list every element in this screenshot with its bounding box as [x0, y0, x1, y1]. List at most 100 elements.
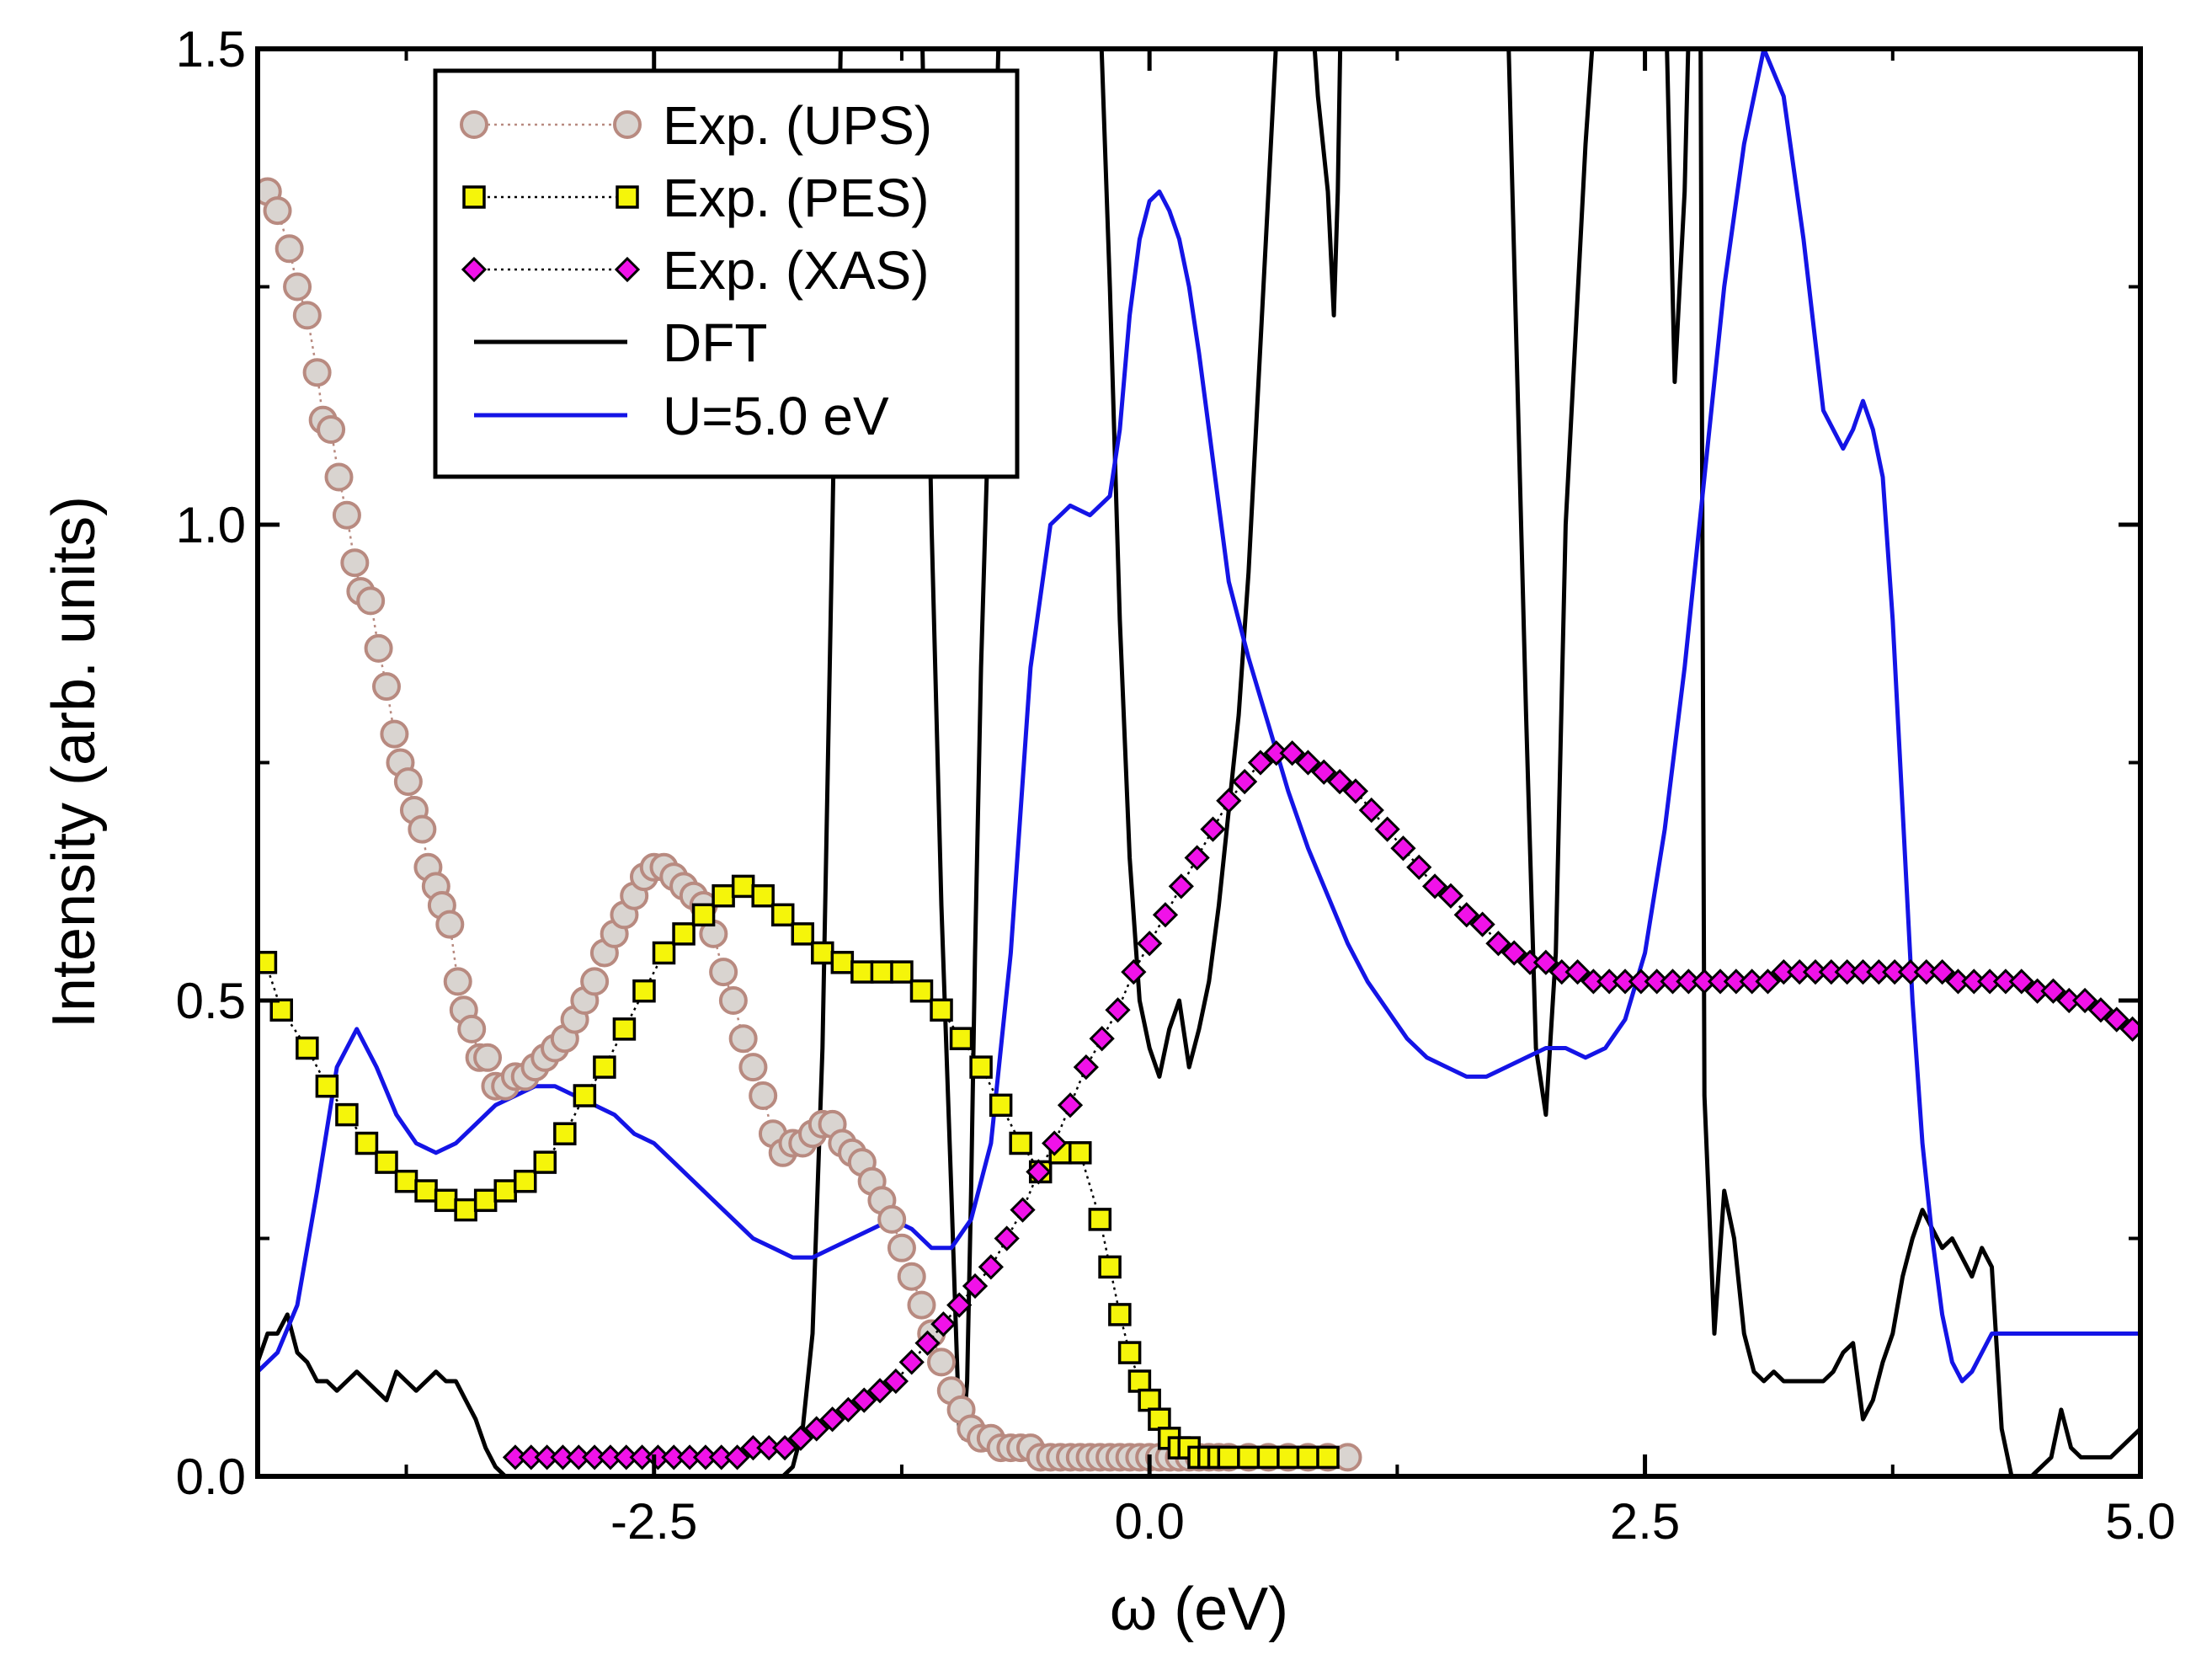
data-point: [949, 1027, 973, 1050]
legend-label: U=5.0 eV: [663, 386, 889, 446]
series-exp-xas: [502, 740, 2140, 1470]
data-point: [2040, 978, 2066, 1004]
legend-entry: U=5.0 eV: [474, 386, 889, 446]
data-point: [380, 719, 409, 749]
data-point: [866, 1378, 893, 1404]
data-point: [1232, 768, 1258, 795]
data-point: [1152, 902, 1179, 928]
data-point: [1755, 969, 1781, 995]
legend-marker: [616, 185, 639, 209]
data-point: [302, 358, 332, 387]
data-point: [1098, 1255, 1122, 1279]
data-point: [356, 586, 386, 616]
data-point: [712, 883, 735, 908]
data-point: [1009, 1131, 1032, 1155]
data-point: [1217, 1445, 1241, 1470]
y-tick-label: 1.0: [176, 497, 246, 553]
series-line-dft: [258, 49, 2140, 1476]
data-point: [887, 1233, 916, 1262]
data-point: [1200, 816, 1226, 842]
data-point: [969, 1055, 993, 1079]
data-point: [1485, 931, 1511, 957]
data-point: [493, 1179, 517, 1203]
y-tick-label: 0.5: [176, 973, 246, 1029]
data-point: [930, 998, 953, 1022]
data-point: [1390, 835, 1416, 862]
data-point: [877, 1204, 907, 1234]
data-point: [533, 1150, 557, 1174]
data-point: [835, 1396, 861, 1423]
data-point: [1010, 1197, 1036, 1223]
y-axis-title: Intensity (arb. units): [40, 496, 108, 1028]
data-point: [1069, 1141, 1092, 1165]
data-point: [593, 1055, 616, 1079]
legend-entry: Exp. (UPS): [460, 95, 932, 156]
legend-marker: [462, 185, 486, 209]
data-point: [292, 301, 322, 330]
data-point: [791, 922, 815, 946]
data-point: [994, 1225, 1020, 1251]
data-point: [672, 922, 696, 946]
data-point: [457, 1014, 487, 1043]
series-line-u-5-0-ev: [258, 49, 2140, 1384]
data-point: [364, 633, 393, 663]
data-point: [1453, 902, 1479, 928]
data-point: [709, 958, 738, 987]
series-u-5-0-ev: [258, 49, 2140, 1384]
data-point: [263, 196, 292, 226]
data-point: [1088, 1208, 1112, 1231]
data-point: [454, 1198, 477, 1222]
data-point: [962, 1273, 989, 1299]
data-point: [897, 1262, 926, 1291]
x-tick-label: 5.0: [2105, 1493, 2175, 1550]
data-point: [1237, 1445, 1261, 1470]
data-point: [414, 1179, 438, 1203]
data-point: [770, 903, 795, 927]
data-point: [914, 1330, 941, 1356]
data-point: [930, 1311, 957, 1337]
data-point: [1564, 958, 1591, 985]
data-point: [324, 462, 354, 492]
legend-marker: [613, 110, 642, 139]
data-point: [1105, 997, 1131, 1023]
data-point: [1026, 1159, 1052, 1185]
legend-marker: [614, 256, 641, 283]
series-dft: [258, 49, 2140, 1476]
data-point: [1374, 816, 1400, 842]
y-tick-label: 0.0: [176, 1449, 246, 1505]
data-point: [1168, 873, 1194, 899]
data-point: [632, 979, 656, 1003]
data-point: [1295, 750, 1321, 776]
data-point: [882, 1368, 909, 1395]
data-point: [898, 1349, 925, 1375]
data-point: [803, 1416, 829, 1442]
data-point: [1406, 854, 1432, 880]
data-point: [738, 1053, 768, 1082]
data-point: [473, 1043, 503, 1072]
data-point: [394, 1169, 418, 1193]
data-point: [652, 941, 676, 965]
data-point: [1073, 1054, 1099, 1081]
data-point: [819, 1406, 845, 1433]
data-point: [1247, 750, 1274, 776]
legend-label: Exp. (PES): [663, 168, 930, 228]
legend-label: Exp. (XAS): [663, 240, 930, 301]
data-point: [2087, 997, 2114, 1023]
data-point: [1089, 1026, 1115, 1052]
data-point: [870, 960, 894, 984]
data-point: [1117, 1341, 1142, 1364]
data-point: [317, 415, 346, 444]
x-axis-title: ω (eV): [1110, 1576, 1288, 1643]
data-point: [1342, 778, 1369, 804]
data-point: [371, 672, 401, 702]
data-point: [332, 500, 361, 530]
data-point: [1127, 1369, 1152, 1393]
data-point: [1532, 949, 1559, 975]
legend-entry: Exp. (XAS): [461, 240, 930, 301]
data-point: [691, 903, 716, 927]
data-point: [728, 1024, 758, 1054]
data-point: [513, 1169, 537, 1193]
series-exp-pes: [258, 874, 1340, 1470]
data-point: [1469, 911, 1495, 937]
